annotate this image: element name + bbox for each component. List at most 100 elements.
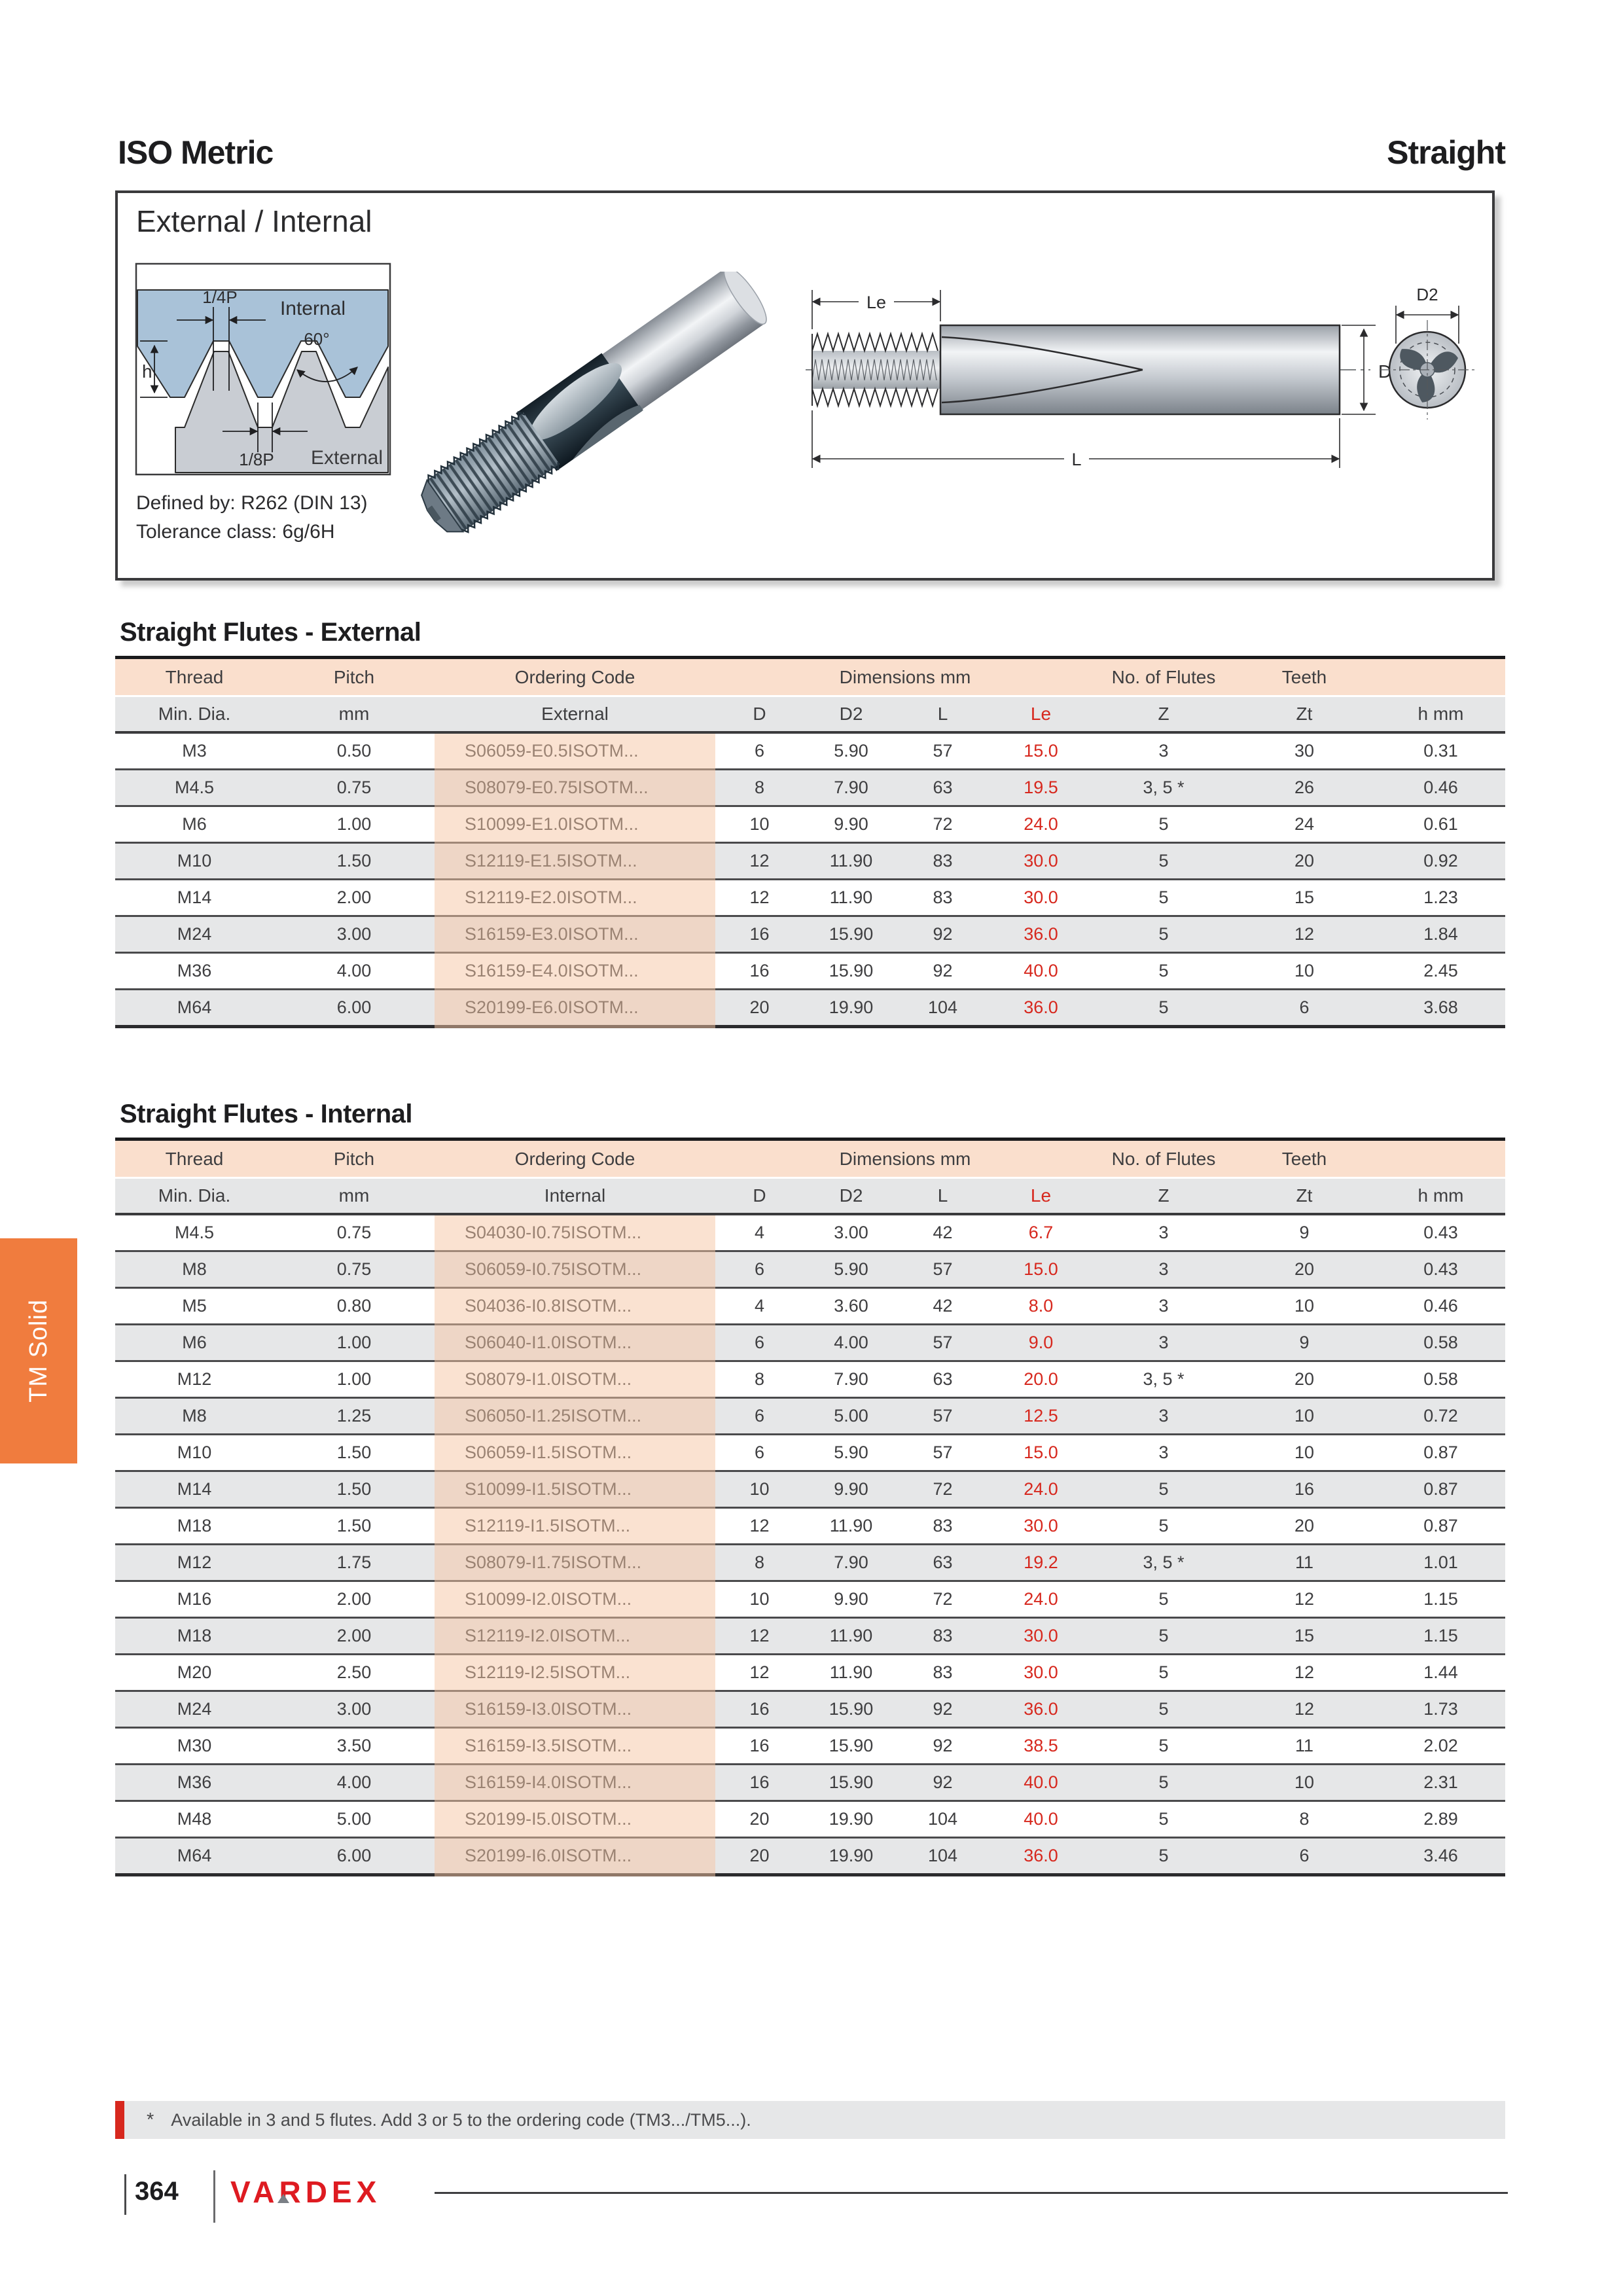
table-cell: 5.00 — [336, 1809, 372, 1829]
column-header-cell: Z — [1158, 704, 1169, 724]
table-row: M18 1.50 S12119-I1.5ISOTM... 12 11.90 83 30.0 5… — [115, 1509, 1505, 1545]
table-cell: 10 — [749, 814, 770, 834]
ordering-code-cell: S20199-E6.0ISOTM... — [465, 997, 639, 1017]
table-row: M16 2.00 S10099-I2.0ISOTM... 10 9.90 72 24.0 5 1… — [115, 1582, 1505, 1619]
table-cell: 9.90 — [834, 814, 868, 834]
table-cell: M24 — [177, 1699, 212, 1719]
column-header-cell: Zt — [1296, 704, 1313, 724]
table-cell: 10 — [1294, 1443, 1315, 1462]
table-cell: 3, 5 * — [1143, 1552, 1185, 1572]
table-internal: Thread Pitch Ordering Code Dimensions mm No.… — [115, 1138, 1505, 1876]
table-body: M4.5 0.75 S04030-I0.75ISOTM... 4 3.00 42 6.7 3 9… — [115, 1215, 1505, 1876]
column-header-cell: h mm — [1418, 1185, 1464, 1206]
table-cell: 57 — [933, 1406, 953, 1426]
ordering-code-cell: S12119-I2.0ISOTM... — [465, 1626, 631, 1645]
table-cell: 0.43 — [1423, 1259, 1458, 1279]
table-cell: M14 — [177, 1479, 212, 1499]
ordering-code-cell: S12119-I2.5ISOTM... — [465, 1662, 631, 1682]
table-cell: M8 — [182, 1259, 207, 1279]
table-cell: 12 — [1294, 924, 1315, 944]
table-cell: 5 — [1158, 1589, 1169, 1609]
table-cell: 0.61 — [1423, 814, 1458, 834]
table-cell: 30.0 — [1024, 851, 1058, 870]
table-cell: 10 — [1294, 1772, 1315, 1792]
info-box-heading: External / Internal — [136, 204, 372, 238]
table-cell: 20.0 — [1024, 1369, 1058, 1389]
table-cell: 20 — [1294, 1369, 1315, 1389]
table-cell: 2.00 — [336, 1626, 372, 1645]
table-cell: M6 — [182, 814, 207, 834]
table-cell: 5 — [1158, 1736, 1169, 1755]
table-cell: 19.90 — [829, 1809, 874, 1829]
table-cell: 83 — [933, 888, 953, 907]
table-cell: 19.5 — [1024, 778, 1058, 797]
group-header-cell: Teeth — [1281, 667, 1327, 687]
table-cell: 0.58 — [1423, 1369, 1458, 1389]
table-cell: 9.90 — [834, 1479, 868, 1499]
group-header-cell: Thread — [165, 667, 224, 687]
column-header-cell: D2 — [839, 704, 863, 724]
table-cell: 38.5 — [1024, 1736, 1058, 1755]
table-cell: 15.90 — [829, 1736, 874, 1755]
table-cell: 3, 5 * — [1143, 1369, 1185, 1389]
group-header-cell: Dimensions mm — [839, 667, 971, 687]
table-cell: 8 — [754, 778, 765, 797]
group-header-cell: Teeth — [1281, 1149, 1327, 1169]
table-cell: 24 — [1294, 814, 1315, 834]
table-cell: 8 — [1299, 1809, 1310, 1829]
table-cell: 42 — [933, 1296, 953, 1316]
table-group-header-row: Thread Pitch Ordering Code Dimensions mm No.… — [115, 659, 1505, 695]
table-cell: 6 — [1299, 997, 1310, 1017]
table-cell: M10 — [177, 851, 212, 870]
table-cell: 72 — [933, 1589, 953, 1609]
table-cell: 57 — [933, 1259, 953, 1279]
table-external: Thread Pitch Ordering Code Dimensions mm No.… — [115, 656, 1505, 1028]
table-cell: 40.0 — [1024, 1772, 1058, 1792]
table-cell: 5 — [1158, 1626, 1169, 1645]
table-cell: 63 — [933, 778, 953, 797]
table-cell: 15.0 — [1024, 1259, 1058, 1279]
table-cell: 57 — [933, 741, 953, 761]
table-cell: 1.25 — [336, 1406, 372, 1426]
ordering-code-cell: S08079-I1.0ISOTM... — [465, 1369, 632, 1389]
page-subtitle-right: Straight — [1387, 134, 1506, 171]
table-cell: 12 — [1294, 1662, 1315, 1682]
table-cell: 3.00 — [336, 1699, 372, 1719]
table-cell: 3 — [1158, 741, 1169, 761]
table-cell: 1.00 — [336, 814, 372, 834]
ordering-code-cell: S16159-E4.0ISOTM... — [465, 961, 639, 980]
table-cell: 24.0 — [1024, 814, 1058, 834]
table-cell: 6 — [754, 1443, 765, 1462]
table-cell: 1.84 — [1423, 924, 1458, 944]
table-cell: 3 — [1158, 1406, 1169, 1426]
table-cell: 15.90 — [829, 1772, 874, 1792]
table-cell: 40.0 — [1024, 1809, 1058, 1829]
table-row: M10 1.50 S06059-I1.5ISOTM... 6 5.90 57 15.0 3 10… — [115, 1435, 1505, 1472]
group-header-cell: Pitch — [333, 1149, 375, 1169]
table-cell: 15.90 — [829, 1699, 874, 1719]
table-cell: 1.50 — [336, 1516, 372, 1535]
table-cell: M8 — [182, 1406, 207, 1426]
page-title: ISO Metric — [118, 134, 274, 171]
table-cell: 19.90 — [829, 997, 874, 1017]
table-cell: 15 — [1294, 1626, 1315, 1645]
table-cell: 83 — [933, 1662, 953, 1682]
column-header-cell: L — [937, 704, 948, 724]
table-top-border — [115, 656, 1505, 659]
group-header-cell: Thread — [165, 1149, 224, 1169]
table-title-external: Straight Flutes - External — [120, 618, 421, 647]
ordering-code-cell: S10099-E1.0ISOTM... — [465, 814, 639, 834]
table-cell: 5 — [1158, 997, 1169, 1017]
table-cell: 6 — [754, 1406, 765, 1426]
ordering-code-cell: S06059-I1.5ISOTM... — [465, 1443, 632, 1462]
table-cell: 26 — [1294, 778, 1315, 797]
side-tab-tm-solid: TM Solid — [0, 1238, 77, 1463]
column-header-cell: Internal — [544, 1185, 606, 1206]
table-row: M10 1.50 S12119-E1.5ISOTM... 12 11.90 83 30.0 5… — [115, 844, 1505, 880]
table-cell: 8 — [754, 1552, 765, 1572]
table-cell: 5 — [1158, 851, 1169, 870]
table-cell: 15 — [1294, 888, 1315, 907]
column-header-cell: D — [753, 1185, 766, 1206]
table-cell: 3 — [1158, 1259, 1169, 1279]
table-cell: 57 — [933, 1333, 953, 1352]
